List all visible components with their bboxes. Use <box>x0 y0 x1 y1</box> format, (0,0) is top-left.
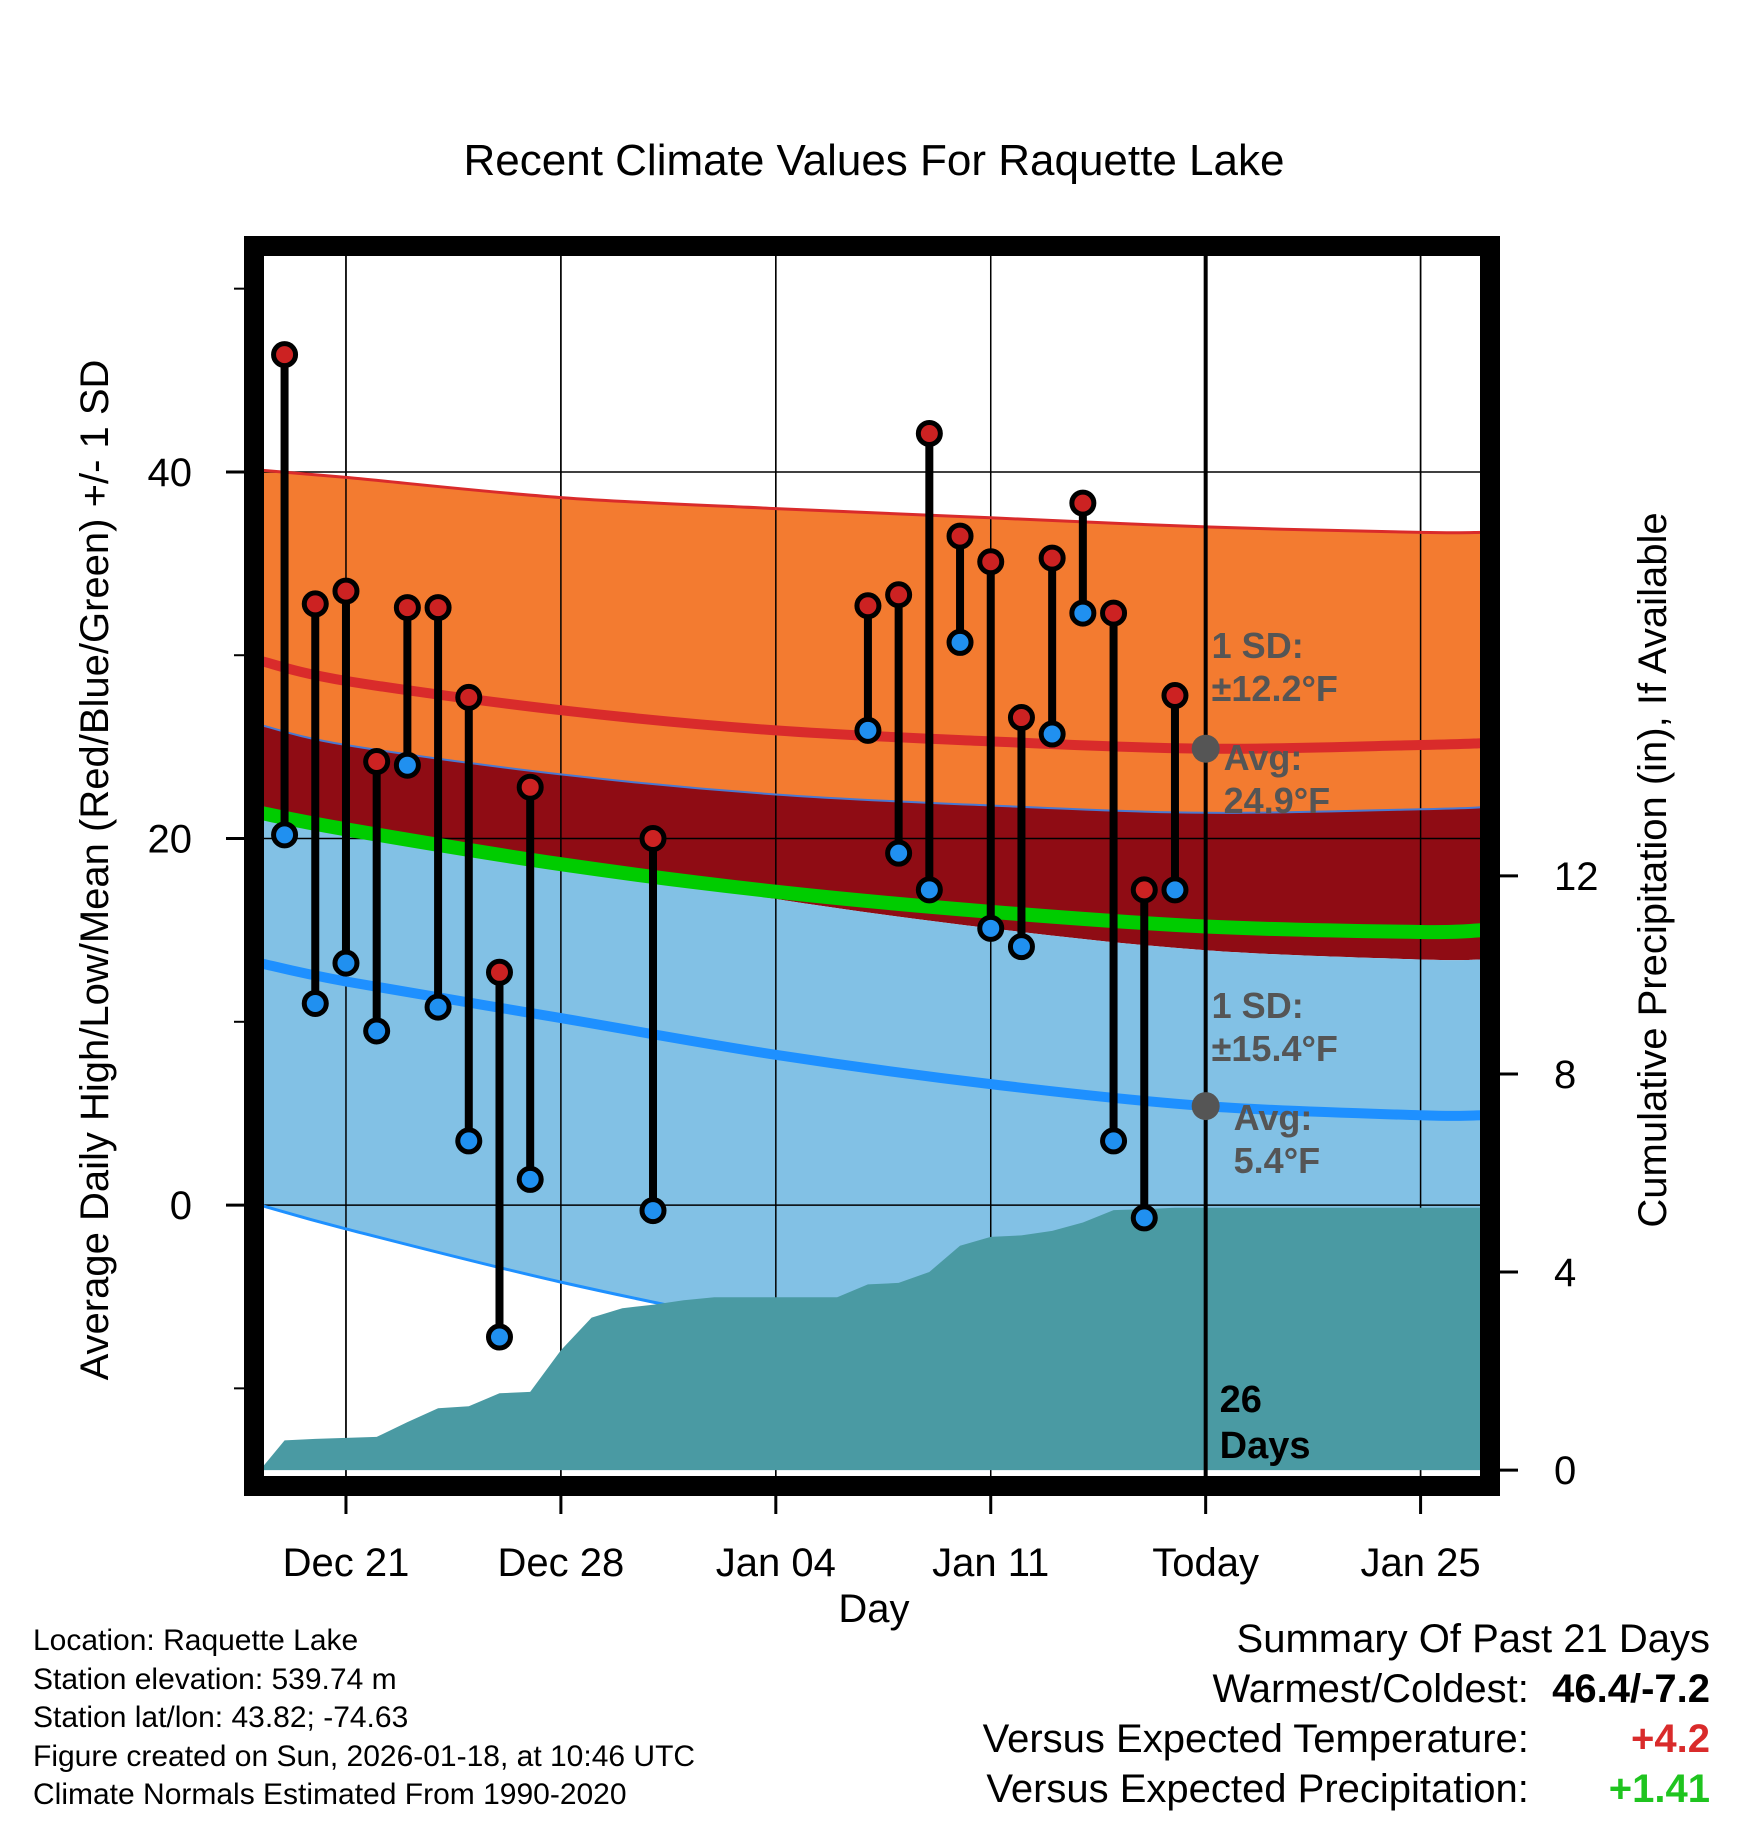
obs-high-point <box>363 748 391 776</box>
chart-title: Recent Climate Values For Raquette Lake <box>464 136 1285 185</box>
high-sd-value: ±12.2°F <box>1212 668 1338 709</box>
obs-low-point <box>854 716 882 744</box>
precip-versus-row: Versus Expected Precipitation: +1.41 <box>983 1764 1710 1814</box>
low-sd-value: ±15.4°F <box>1212 1028 1338 1069</box>
obs-high-point <box>301 590 329 618</box>
obs-high-point <box>977 548 1005 576</box>
obs-low-point <box>1007 933 1035 961</box>
obs-low-point <box>1161 876 1189 904</box>
low-sd-label: 1 SD: <box>1212 985 1304 1026</box>
elevation-text: Station elevation: 539.74 m <box>33 1662 397 1696</box>
x-tick-label: Jan 11 <box>932 1541 1049 1585</box>
x-tick-label: Jan 04 <box>716 1541 836 1585</box>
obs-high-point <box>1100 599 1128 627</box>
summary-title: Summary Of Past 21 Days <box>1236 1617 1710 1661</box>
summary-panel: Summary Of Past 21 Days Warmest/Coldest:… <box>983 1614 1710 1814</box>
obs-low-point <box>1100 1127 1128 1155</box>
obs-high-point <box>915 419 943 447</box>
temp-versus-value: +4.2 <box>1631 1717 1710 1761</box>
y2-tick-label: 12 <box>1554 855 1599 899</box>
obs-high-point <box>393 594 421 622</box>
obs-high-point <box>424 594 452 622</box>
obs-low-point <box>424 993 452 1021</box>
low-avg-label: Avg: <box>1234 1097 1313 1138</box>
obs-high-point <box>1130 876 1158 904</box>
high-sd-label: 1 SD: <box>1212 625 1304 666</box>
obs-low-point <box>516 1165 544 1193</box>
obs-low-point <box>977 914 1005 942</box>
warmest-coldest-value: 46.4/-7.2 <box>1552 1667 1710 1711</box>
obs-high-point <box>946 522 974 550</box>
normal-low-line <box>260 958 1482 1121</box>
obs-low-point <box>946 628 974 656</box>
y-axis-label: Average Daily High/Low/Mean (Red/Blue/Gr… <box>73 360 117 1381</box>
y2-axis-label: Cumulative Precipitation (in), If Availa… <box>1631 512 1675 1227</box>
obs-low-point <box>885 839 913 867</box>
obs-low-point <box>393 751 421 779</box>
plot-frame <box>244 236 1500 1496</box>
obs-low-point <box>485 1323 513 1351</box>
normal-mean-line <box>260 805 1482 940</box>
obs-high-point <box>1161 682 1189 710</box>
obs-high-point <box>1007 704 1035 732</box>
obs-low-point <box>1069 599 1097 627</box>
high-avg-marker <box>1191 734 1220 763</box>
obs-high-point <box>455 683 483 711</box>
low-avg-value: 5.4°F <box>1234 1140 1320 1181</box>
obs-low-point <box>363 1017 391 1045</box>
obs-low-point <box>301 989 329 1017</box>
high-avg-value: 24.9°F <box>1224 780 1330 821</box>
obs-high-point <box>1038 544 1066 572</box>
obs-low-point <box>1038 720 1066 748</box>
obs-high-point <box>516 773 544 801</box>
location-text: Location: Raquette Lake <box>33 1624 359 1657</box>
x-tick-label: Jan 25 <box>1361 1541 1481 1585</box>
days-number: 26 <box>1220 1379 1262 1421</box>
days-word: Days <box>1220 1425 1311 1467</box>
obs-high-point <box>854 592 882 620</box>
obs-low-point <box>915 876 943 904</box>
x-tick-label: Dec 28 <box>498 1541 625 1585</box>
warmest-coldest-row: Warmest/Coldest: 46.4/-7.2 <box>983 1664 1711 1714</box>
obs-low-point <box>332 949 360 977</box>
temp-versus-row: Versus Expected Temperature: +4.2 <box>983 1714 1710 1764</box>
obs-high-point <box>271 341 299 369</box>
y2-tick-label: 4 <box>1554 1251 1576 1295</box>
precip-area <box>260 1207 1482 1471</box>
created-text: Figure created on Sun, 2026-01-18, at 10… <box>33 1739 696 1773</box>
obs-low-point <box>1130 1204 1158 1232</box>
precip-versus-value: +1.41 <box>1608 1767 1710 1811</box>
obs-low-point <box>271 821 299 849</box>
high-sd-upper-edge <box>260 468 1482 535</box>
y-tick-label: 20 <box>148 818 193 862</box>
obs-high-point <box>1069 489 1097 517</box>
y-tick-label: 0 <box>170 1184 192 1228</box>
x-tick-label: Today <box>1152 1541 1259 1585</box>
obs-high-point <box>639 825 667 853</box>
x-tick-label: Dec 21 <box>283 1541 410 1585</box>
precip-versus-label: Versus Expected Precipitation: <box>986 1767 1529 1811</box>
temp-versus-label: Versus Expected Temperature: <box>982 1717 1529 1761</box>
y2-tick-label: 0 <box>1554 1449 1576 1493</box>
y-tick-label: 40 <box>148 451 193 495</box>
low-avg-marker <box>1191 1092 1220 1121</box>
high-avg-label: Avg: <box>1224 737 1303 778</box>
obs-high-point <box>485 958 513 986</box>
x-axis-label: Day <box>838 1587 909 1631</box>
latlon-text: Station lat/lon: 43.82; -74.63 <box>33 1701 409 1734</box>
y2-tick-label: 8 <box>1554 1053 1576 1097</box>
obs-low-point <box>639 1197 667 1225</box>
warmest-coldest-label: Warmest/Coldest: <box>1212 1667 1529 1711</box>
obs-high-point <box>885 581 913 609</box>
normals-text: Climate Normals Estimated From 1990-2020 <box>33 1778 627 1811</box>
station-info: Location: Raquette Lake Station elevatio… <box>33 1622 695 1815</box>
obs-low-point <box>455 1127 483 1155</box>
obs-high-point <box>332 577 360 605</box>
